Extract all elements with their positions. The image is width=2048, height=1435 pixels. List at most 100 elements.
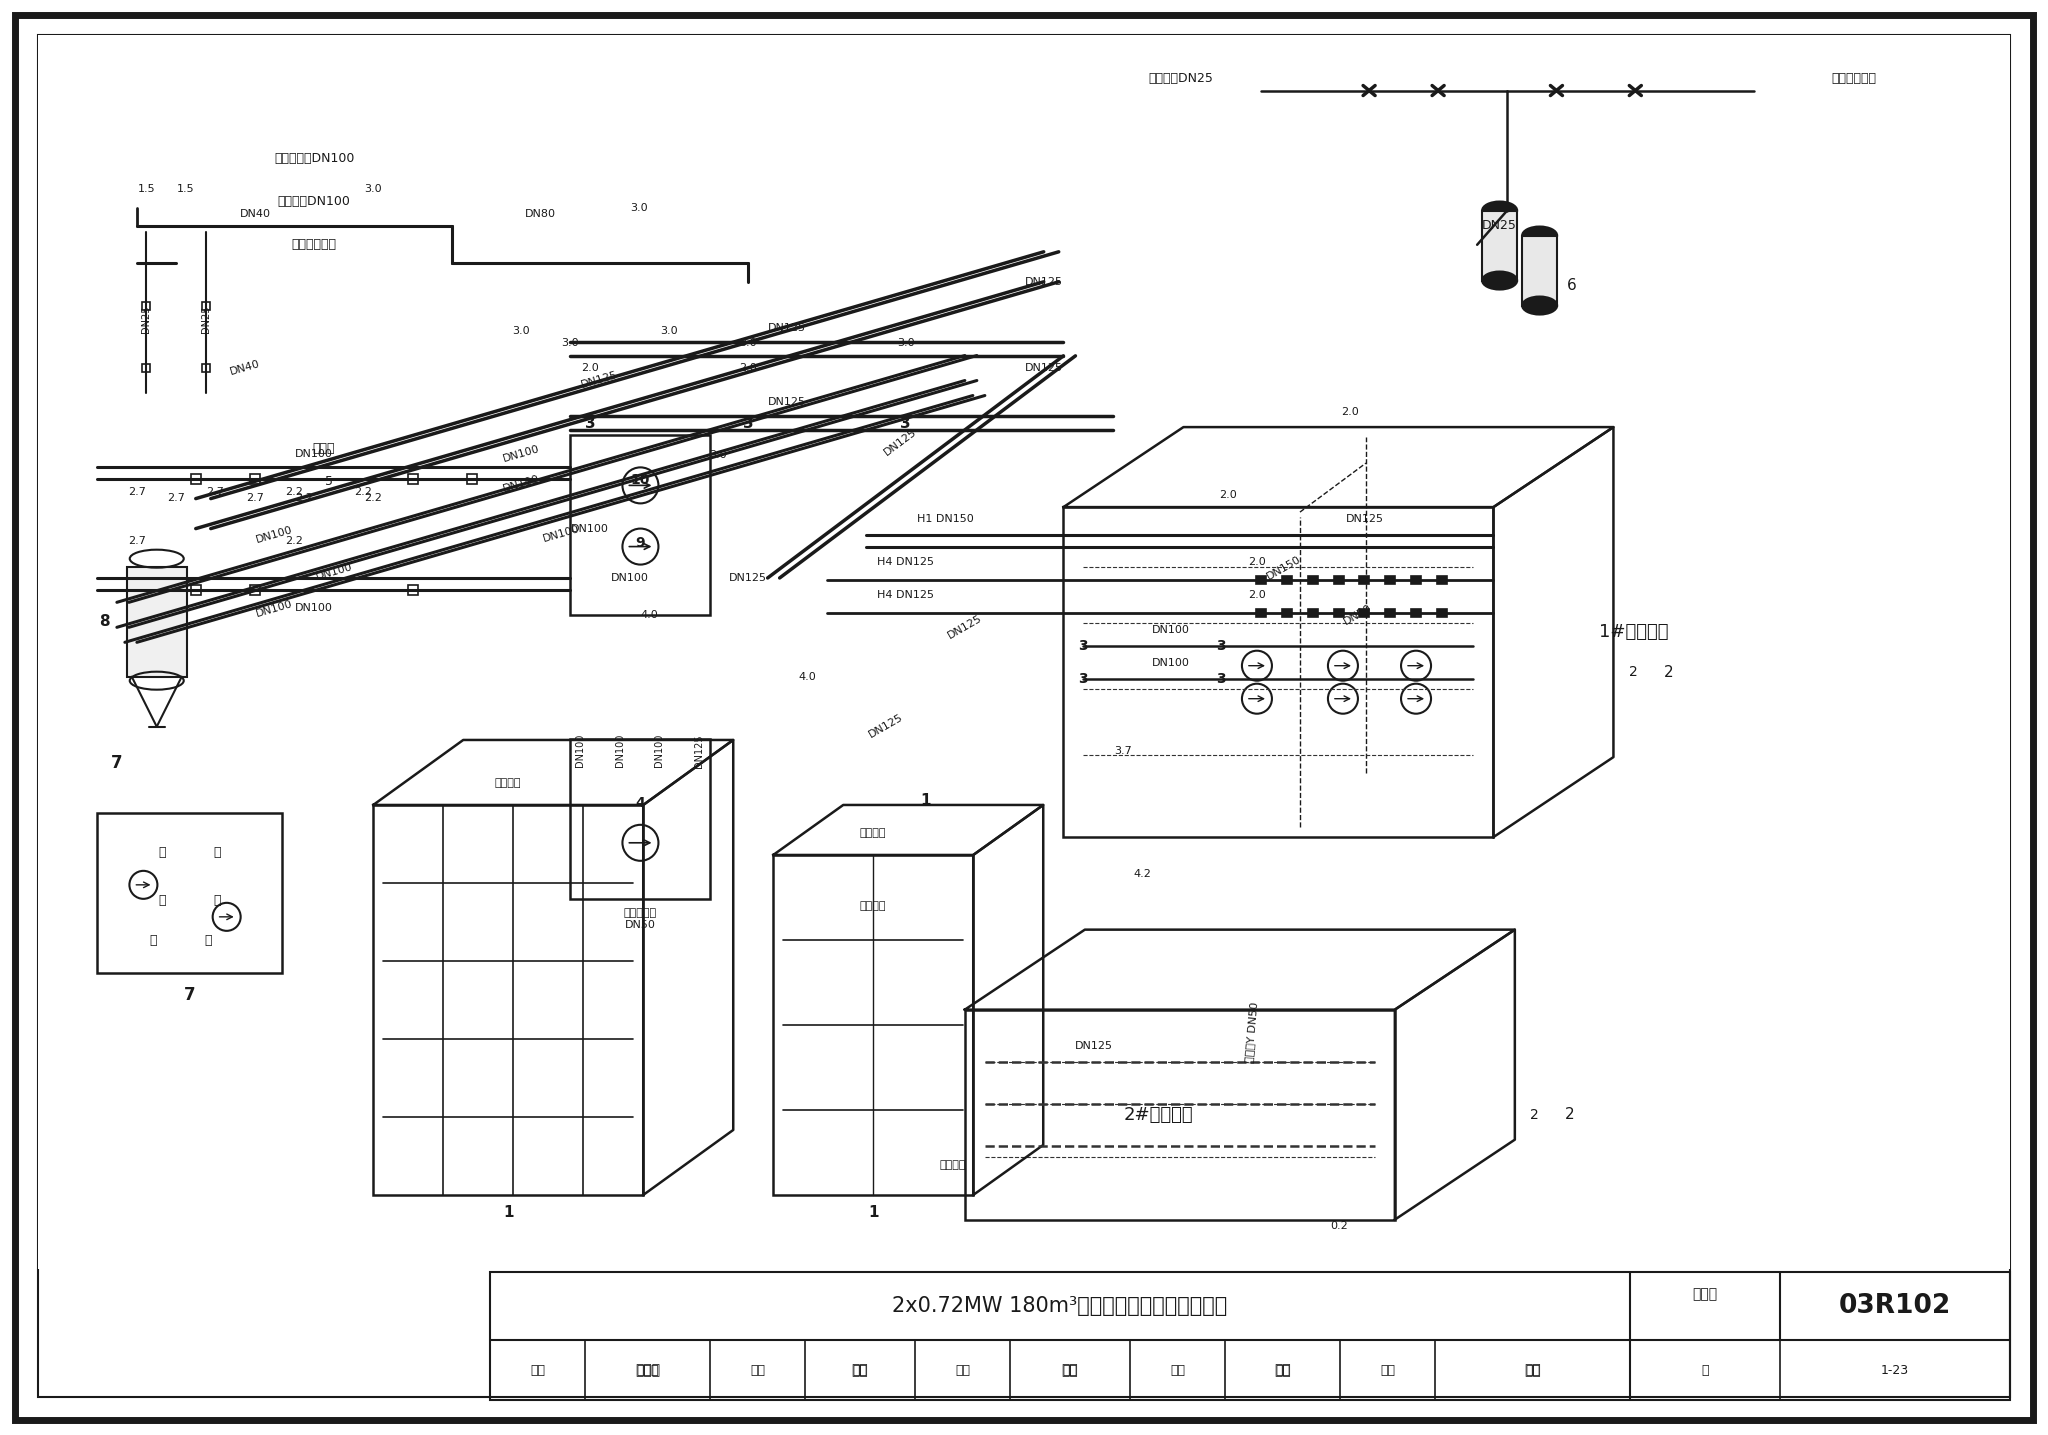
Text: 至排水沟: 至排水沟	[860, 828, 887, 838]
Text: DN40: DN40	[229, 359, 262, 377]
Text: 至采暖用户DN100: 至采暖用户DN100	[274, 152, 354, 165]
Bar	[250, 585, 260, 596]
Bar	[1411, 608, 1421, 617]
Bar	[408, 585, 418, 596]
Bar	[190, 585, 201, 596]
Text: DN125: DN125	[1346, 514, 1384, 524]
Text: DN25: DN25	[141, 306, 152, 333]
Text: 校对: 校对	[750, 1363, 766, 1376]
Text: 至蓄水沟: 至蓄水沟	[940, 1159, 967, 1170]
Text: 6: 6	[1567, 278, 1577, 293]
Text: 审核: 审核	[530, 1363, 545, 1376]
Text: 接自来水DN25: 接自来水DN25	[1149, 72, 1212, 85]
Text: DN80: DN80	[526, 210, 557, 220]
Text: DN125: DN125	[866, 712, 905, 740]
Ellipse shape	[1483, 201, 1518, 220]
Bar	[1522, 235, 1556, 306]
Bar	[1360, 608, 1370, 617]
Bar	[489, 1271, 2009, 1401]
Text: DN125: DN125	[768, 323, 807, 333]
Text: 3.0: 3.0	[631, 202, 649, 212]
Text: 4.2: 4.2	[1133, 870, 1151, 880]
Text: 柜: 柜	[158, 847, 166, 860]
Text: 3: 3	[743, 416, 754, 430]
Bar	[571, 739, 711, 898]
Text: DN100: DN100	[502, 474, 541, 494]
Text: 郭统: 郭统	[1274, 1363, 1290, 1378]
Bar	[1255, 608, 1266, 617]
Bar	[408, 474, 418, 484]
Text: 3.0: 3.0	[739, 339, 756, 349]
Text: DN100: DN100	[295, 603, 334, 613]
Ellipse shape	[1522, 297, 1556, 314]
Text: DN100: DN100	[295, 449, 334, 459]
Text: 4.0: 4.0	[799, 672, 815, 682]
Text: 7: 7	[111, 753, 123, 772]
Text: 10: 10	[631, 474, 649, 486]
Text: DN25: DN25	[201, 306, 211, 333]
Text: 郕永: 郕永	[1524, 1363, 1540, 1378]
Text: 3.7: 3.7	[1114, 746, 1130, 756]
Text: 2: 2	[1565, 1108, 1575, 1122]
Text: 计算: 计算	[954, 1363, 971, 1376]
Text: DN125: DN125	[1024, 363, 1063, 373]
Text: DN100: DN100	[541, 524, 580, 544]
Text: H4 DN125: H4 DN125	[877, 590, 934, 600]
Text: 郕小珍: 郕小珍	[635, 1363, 659, 1378]
Text: DN100: DN100	[256, 598, 295, 618]
Bar	[1333, 575, 1343, 584]
Text: 热: 热	[213, 847, 221, 860]
Text: 3.0: 3.0	[561, 339, 580, 349]
Text: DN100: DN100	[256, 525, 295, 545]
Text: 3.0: 3.0	[659, 326, 678, 336]
Bar	[1063, 507, 1493, 837]
Bar	[1255, 575, 1266, 584]
Ellipse shape	[1522, 227, 1556, 244]
Text: 2.0: 2.0	[1341, 408, 1360, 418]
Text: 图集号: 图集号	[1692, 1287, 1718, 1300]
Text: 郕小珍: 郕小珍	[637, 1363, 659, 1376]
Text: DN150: DN150	[1264, 554, 1303, 581]
Text: 由采暖回DN100: 由采暖回DN100	[279, 195, 350, 208]
Text: 排流管Y DN50: 排流管Y DN50	[1243, 1002, 1260, 1063]
Text: 2.7: 2.7	[127, 535, 145, 545]
Bar	[467, 474, 477, 484]
Text: 他药: 他药	[1063, 1363, 1077, 1376]
Bar	[143, 303, 150, 310]
Text: 水: 水	[158, 894, 166, 907]
Text: 2.0: 2.0	[582, 363, 598, 373]
Text: 2.2: 2.2	[354, 486, 373, 497]
Text: DN100: DN100	[610, 573, 649, 583]
Text: 2.7: 2.7	[207, 486, 225, 497]
Text: 页: 页	[1702, 1363, 1708, 1376]
Text: 2.7: 2.7	[168, 492, 184, 502]
Text: 接水箱出水口: 接水箱出水口	[291, 238, 336, 251]
Text: DN100: DN100	[653, 735, 664, 768]
Text: 表: 表	[205, 934, 211, 947]
Text: 1.5: 1.5	[137, 184, 156, 194]
Text: 3: 3	[586, 416, 596, 430]
Text: DN125: DN125	[946, 614, 983, 641]
Bar	[143, 364, 150, 372]
Bar	[1309, 575, 1317, 584]
Text: 1.5: 1.5	[176, 184, 195, 194]
Text: 8: 8	[100, 614, 111, 629]
Text: 接地气: 接地气	[313, 442, 336, 455]
Bar	[201, 364, 209, 372]
Text: 2.0: 2.0	[1219, 489, 1237, 499]
Bar	[1282, 608, 1292, 617]
Text: DN100: DN100	[502, 443, 541, 464]
Text: 3.0: 3.0	[897, 339, 915, 349]
Bar	[1333, 608, 1343, 617]
Text: 9: 9	[635, 537, 645, 550]
Bar	[96, 812, 283, 973]
Bar	[1360, 575, 1370, 584]
Text: 制图: 制图	[1380, 1363, 1395, 1376]
Text: 至排水沟: 至排水沟	[860, 901, 887, 911]
Text: 余莘: 余莘	[852, 1363, 868, 1378]
Bar	[1282, 575, 1292, 584]
Text: DN50: DN50	[1341, 603, 1374, 627]
Ellipse shape	[1483, 271, 1518, 290]
Text: 2.2: 2.2	[365, 492, 383, 502]
Text: H1 DN150: H1 DN150	[918, 514, 973, 524]
